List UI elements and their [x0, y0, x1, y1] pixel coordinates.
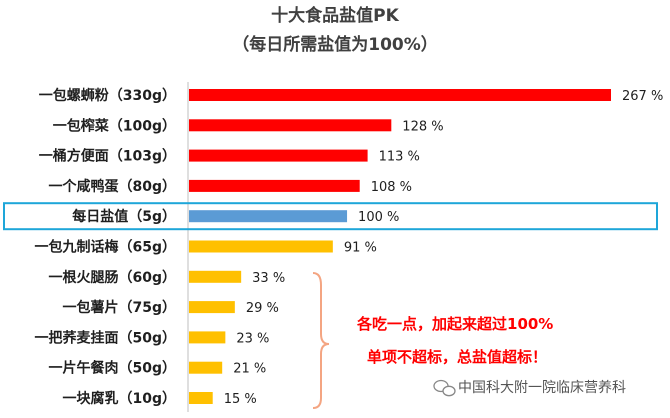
category-label: 一桶方便面（103g）	[39, 148, 176, 165]
category-label: 一根火腿肠（60g）	[48, 269, 176, 286]
bar	[189, 119, 392, 132]
bar-value-label: 15 %	[224, 392, 257, 407]
bar-series: 一包螺蛳粉（330g） 267 % 一包榨菜（100g） 128 % 一桶方便面（103…	[3, 87, 663, 407]
bar	[189, 210, 348, 223]
category-label: 一包薯片（75g）	[62, 299, 176, 316]
highlight-box	[3, 202, 658, 231]
group-brace	[312, 272, 330, 409]
bar-value-label: 267 %	[622, 89, 663, 104]
wechat-icon	[433, 379, 456, 397]
bar	[189, 149, 368, 162]
bar-value-label: 29 %	[246, 301, 279, 316]
category-label: 每日盐值（5g）	[72, 208, 176, 225]
bar-value-label: 33 %	[252, 271, 285, 286]
bar	[189, 361, 223, 374]
bar	[189, 301, 235, 314]
bar-value-label: 91 %	[344, 241, 377, 256]
category-label: 一包螺蛳粉（330g）	[39, 87, 176, 104]
bar-value-label: 128 %	[402, 119, 443, 134]
bar	[189, 240, 333, 253]
category-label: 一把荞麦挂面（50g）	[34, 329, 176, 346]
category-label: 一包榨菜（100g）	[53, 117, 176, 134]
bar	[189, 270, 242, 283]
category-label: 一块腐乳（10g）	[62, 390, 176, 407]
bar-value-label: 108 %	[371, 180, 412, 195]
annotation-line-1: 各吃一点，加起来超过100%	[356, 315, 553, 333]
bar-value-label: 23 %	[236, 331, 269, 346]
chart-subtitle: （每日所需盐值为100%）	[232, 34, 438, 55]
bar	[189, 331, 226, 344]
bar	[189, 89, 611, 101]
category-label: 一个咸鸭蛋（80g）	[48, 178, 176, 195]
bar	[189, 179, 360, 192]
category-label: 一包九制话梅（65g）	[34, 239, 176, 256]
chart-title: 十大食品盐值PK	[271, 5, 399, 26]
bar-value-label: 100 %	[358, 210, 399, 225]
annotation-line-2: 单项不超标，总盐值超标！	[367, 348, 547, 366]
bar-value-label: 113 %	[379, 150, 420, 165]
category-label: 一片午餐肉（50g）	[48, 360, 176, 377]
bar-value-label: 21 %	[233, 362, 266, 377]
watermark-text: 中国科大附一院临床营养科	[458, 380, 626, 396]
bar	[189, 392, 213, 404]
